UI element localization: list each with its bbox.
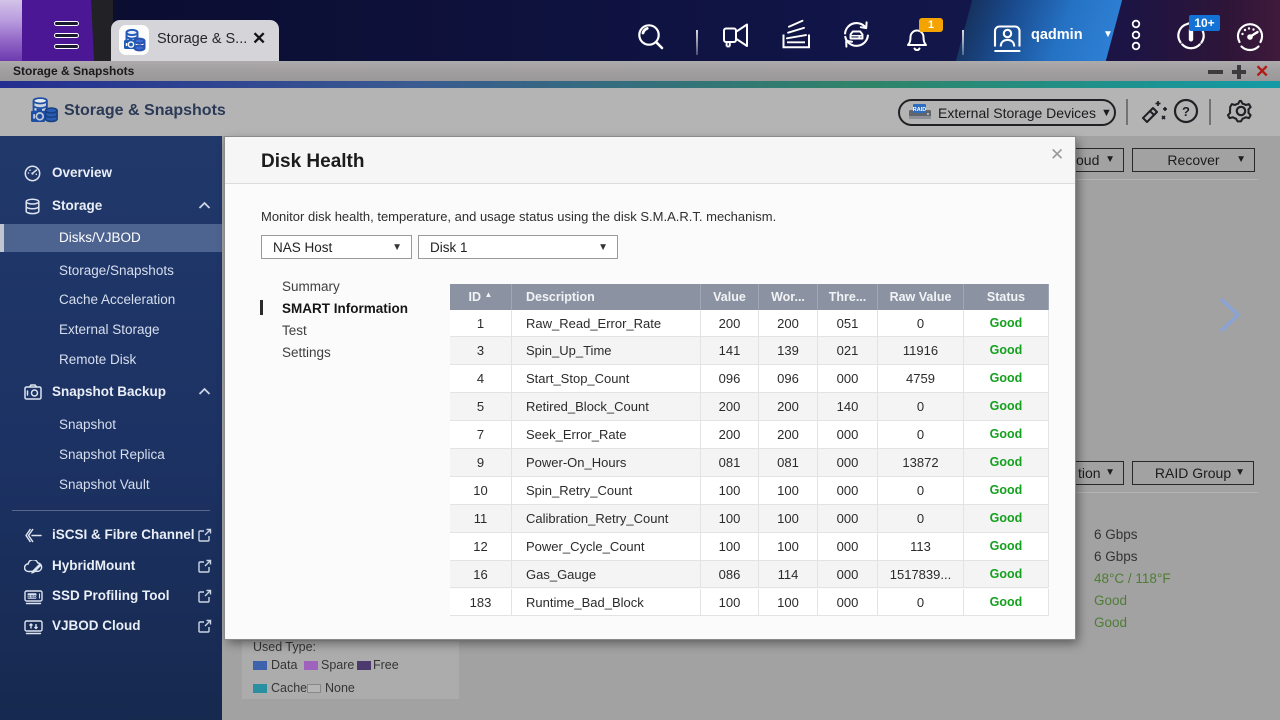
svg-text:?: ? <box>1182 104 1190 119</box>
svg-text:RAID: RAID <box>913 107 926 113</box>
svg-text:SSD: SSD <box>27 594 37 599</box>
